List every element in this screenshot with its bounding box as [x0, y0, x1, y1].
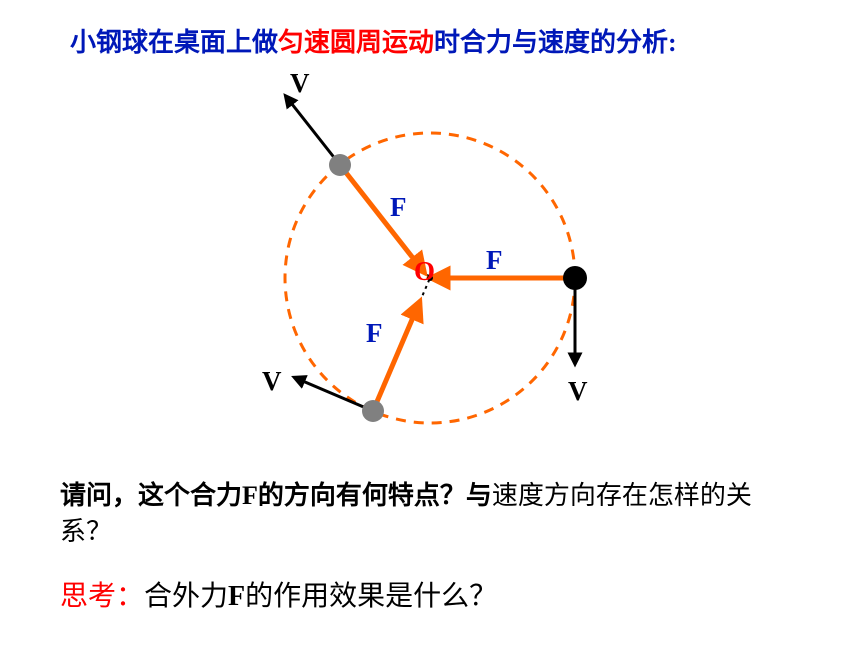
diagram-label: F [486, 245, 503, 276]
q1-part-1: 请问，这个合力F的方向有何特点？与 [60, 481, 492, 510]
diagram-label: V [262, 366, 282, 397]
force-arrow [340, 165, 420, 267]
q2-part-3: F [228, 581, 245, 612]
physics-diagram: F V F V F V O [180, 70, 680, 470]
ball [563, 266, 587, 290]
diagram-label: V [568, 376, 588, 407]
title-line: 小钢球在桌面上做匀速圆周运动时合力与速度的分析: [70, 22, 677, 59]
ball [362, 400, 384, 422]
ball [329, 154, 351, 176]
q2-part-2: 合外力 [144, 581, 228, 612]
question-1: 请问，这个合力F的方向有何特点？与速度方向存在怎样的关系？ [60, 478, 800, 551]
question-2: 思考：合外力F的作用效果是什么？ [60, 574, 497, 614]
title-part-4: 力与速度的分析: [486, 28, 677, 57]
velocity-arrow [288, 99, 340, 165]
slide-container: 小钢球在桌面上做匀速圆周运动时合力与速度的分析: F V F V F V O 请问，这个合力… [0, 0, 860, 645]
diagram-label: O [414, 256, 435, 287]
diagram-label: F [366, 318, 383, 349]
title-part-2: 匀速圆周运动 [278, 28, 434, 57]
title-part-1: 小钢球在桌面上做 [70, 28, 278, 57]
velocity-arrow [298, 379, 373, 411]
diagram-label: V [290, 68, 310, 99]
q2-part-1: 思考： [60, 581, 144, 612]
diagram-label: F [390, 192, 407, 223]
q2-part-4: 的作用效果是什么？ [245, 581, 497, 612]
title-part-3: 时合 [434, 28, 486, 57]
